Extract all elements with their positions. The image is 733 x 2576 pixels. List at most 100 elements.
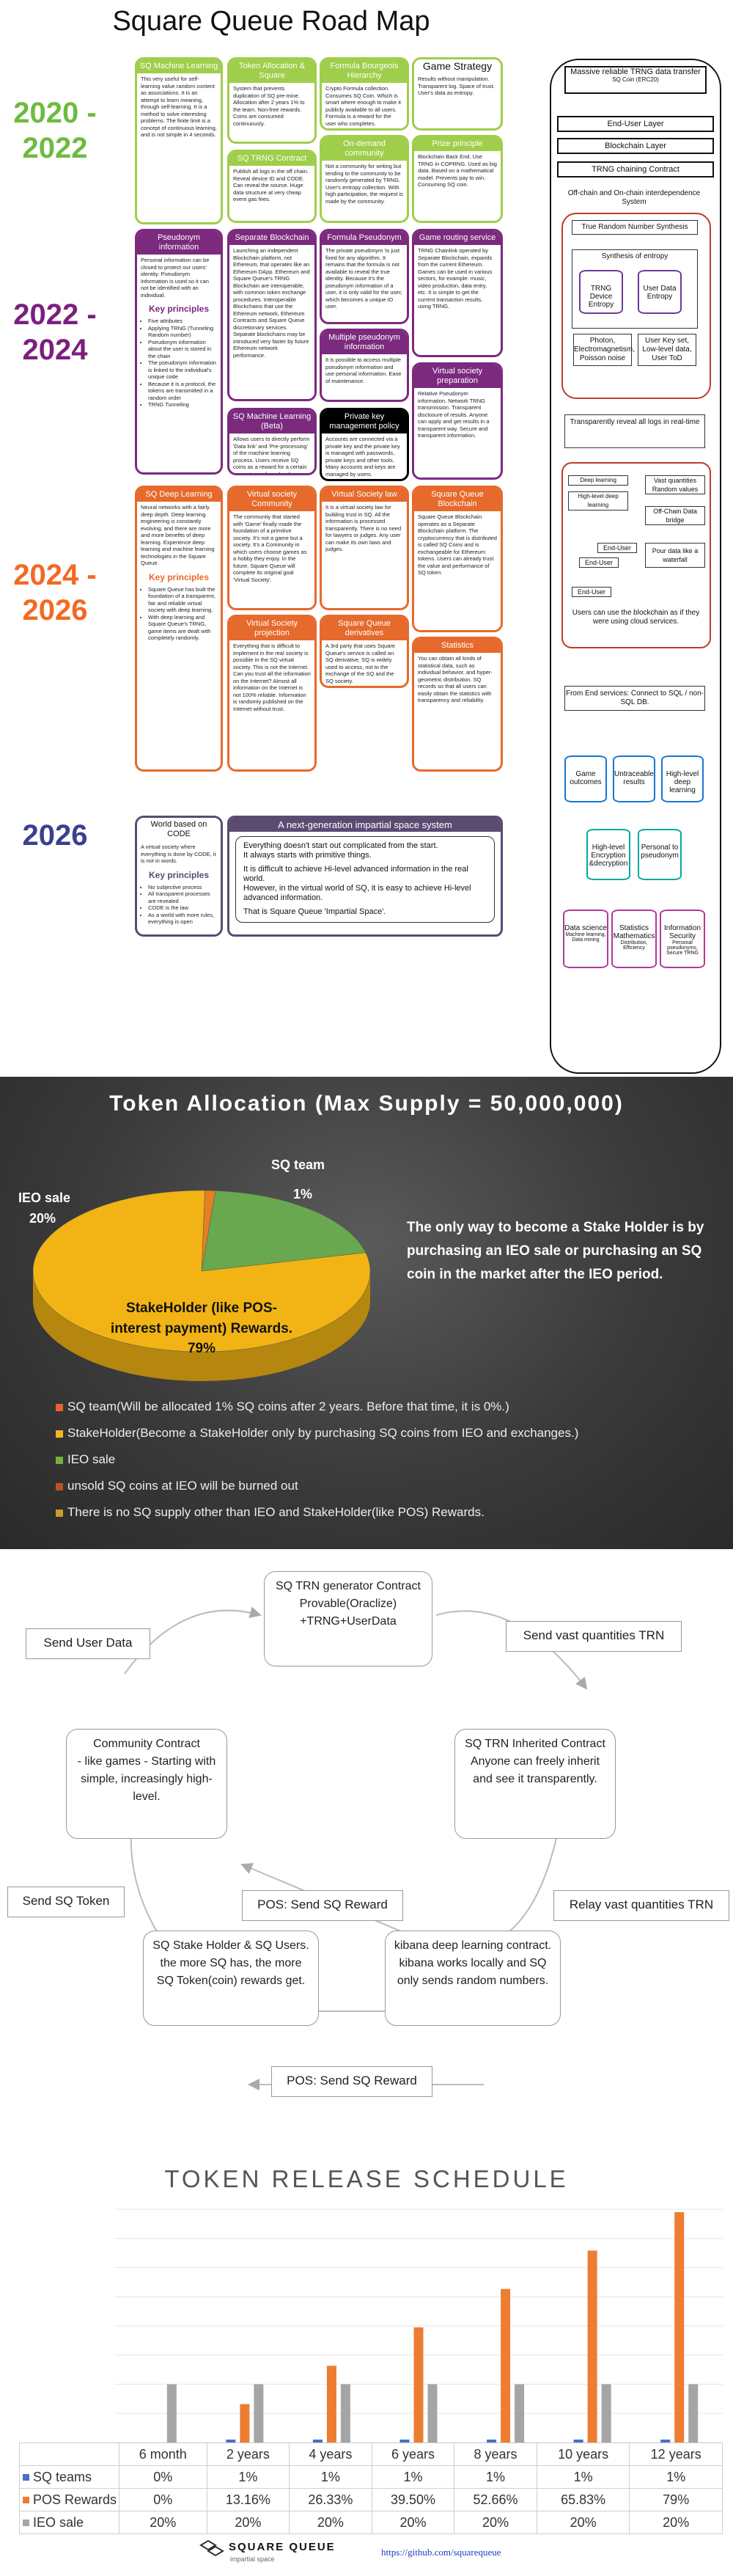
next-gen-line: Everything doesn't start out complicated…: [243, 841, 438, 850]
pie-label-ieo: IEO sale: [18, 1190, 71, 1205]
legend-swatch: [56, 1456, 63, 1464]
card-body: A virtual society where everything is do…: [141, 844, 216, 864]
card-body: TRNG Chainlink operated by Separate Bloc…: [418, 247, 493, 310]
trng-chaining-contract: TRNG chaining Contract: [557, 161, 714, 178]
pie-label-stakeholder: StakeHolder (like POS-interest payment) …: [110, 1300, 293, 1336]
data-cell: 79%: [629, 2488, 723, 2511]
card-token-allocation: Token Allocation & Square System that pr…: [227, 57, 317, 144]
data-cell: 1%: [454, 2465, 537, 2489]
photon-box: Photon, Electromagnetism, Poisson noise: [573, 334, 635, 366]
card-formula-pseudonym: Formula Pseudonym The private pseudonym …: [320, 229, 409, 324]
bar-sq-teams: [312, 2440, 323, 2443]
data-cell: 13.16%: [206, 2488, 290, 2511]
key-principles-title: Key principles: [148, 571, 210, 582]
card-body: It is possible to access multiple pseudo…: [325, 356, 402, 384]
card-body: System that prevents duplication of SQ p…: [233, 85, 305, 127]
card-head: SQ TRNG Contract: [229, 152, 314, 166]
card-body: Crypto Formula collection. Consumes SQ C…: [325, 85, 401, 127]
stat-math-cylinder: Statistics Mathematics Distribution, Eff…: [611, 910, 657, 968]
data-cell: 0%: [119, 2465, 207, 2489]
category-label: 12 years: [629, 2443, 723, 2466]
legend-item: SQ team(Will be allocated 1% SQ coins af…: [56, 1399, 509, 1414]
stack-top-box: Massive reliable TRNG data transfer SQ C…: [564, 66, 707, 94]
roadmap-title: Square Queue Road Map: [112, 6, 430, 37]
end-user-box: End-User: [579, 557, 619, 568]
roadmap-section: Square Queue Road Map 2020 - 2022 2022 -…: [0, 0, 733, 1077]
category-label: 4 years: [289, 2443, 372, 2466]
card-prize-principle: Prize principle Blockchain Back End. Use…: [412, 135, 503, 223]
bar-pos-rewards: [240, 2404, 250, 2443]
data-flow-block: [561, 462, 711, 648]
card-head: Separate Blockchain: [229, 231, 314, 245]
card-formula-bourgeois: Formula Bourgeois Hierarchy Crypto Formu…: [320, 57, 409, 131]
architecture-cylinder: [550, 59, 721, 1074]
card-private-key-policy: Private key management policy Accounts a…: [320, 408, 409, 481]
card-head: Square Queue Blockchain: [414, 488, 501, 511]
card-sq-trng-contract: SQ TRNG Contract Publish all logs in the…: [227, 150, 317, 223]
year-2024-2026: 2024 - 2026: [13, 559, 97, 626]
data-cell: 39.50%: [371, 2488, 455, 2511]
kibana-contract: kibana deep learning contract. kibana wo…: [385, 1931, 561, 2026]
data-cell: 1%: [289, 2465, 372, 2489]
legend-text: unsold SQ coins at IEO will be burned ou…: [67, 1479, 298, 1493]
next-gen-line: It is difficult to achieve Hi-level adva…: [243, 865, 468, 883]
card-head: SQ Machine Learning (Beta): [229, 410, 314, 433]
card-body: This very useful for self-learning value…: [141, 76, 217, 138]
data-cell: 20%: [289, 2511, 372, 2534]
stat-math-sub: Distribution, Efficiency: [620, 940, 648, 951]
bar-ieo-sale: [166, 2384, 177, 2443]
card-body: A 3rd party that uses Square Queue's ser…: [325, 643, 396, 684]
card-body: It is a virtual society law for building…: [325, 504, 402, 552]
logo-mark-icon: [199, 2539, 224, 2557]
end-user-box: End-User: [597, 543, 637, 553]
github-link[interactable]: https://github.com/squarequeue: [381, 2547, 501, 2558]
arrow: [482, 1834, 558, 1948]
card-multiple-pseudonym: Multiple pseudonym information It is pos…: [320, 329, 409, 402]
data-cell: 20%: [454, 2511, 537, 2534]
info-sec-title: Information Security: [663, 924, 701, 940]
user-data-cylinder: User Data Entropy: [638, 270, 682, 314]
data-cell: 20%: [536, 2511, 630, 2534]
card-body: The private pseudonym 'is just fixed for…: [325, 247, 402, 310]
card-body: You can obtain all kinds of statistical …: [418, 655, 493, 703]
token-release-section: TOKEN RELEASE SCHEDULE 6 month 2 years 4…: [0, 2151, 733, 2576]
data-cell: 1%: [206, 2465, 290, 2489]
card-body: Blockchain Back End. Use TRNG in COPRNG.…: [418, 153, 497, 188]
pie-slice-stakeholder: [32, 1190, 371, 1353]
data-cell: 26.33%: [289, 2488, 372, 2511]
kp-item: Square Queue has built the foundation of…: [148, 586, 217, 614]
send-token-label: Send SQ Token: [7, 1887, 125, 1917]
pie-label-team: SQ team: [271, 1157, 325, 1172]
release-bar-chart: [114, 2209, 723, 2443]
offchain-title: Off-chain and On-chain interdependence S…: [567, 189, 701, 206]
card-body: Publish all logs in the off chain. Revea…: [233, 168, 309, 202]
card-head: Square Queue derivatives: [322, 617, 407, 640]
card-head: Formula Bourgeois Hierarchy: [322, 59, 407, 83]
category-label: 2 years: [206, 2443, 290, 2466]
vast-quantities-box: Vast quantities Random values: [645, 475, 705, 494]
bar-sq-teams: [399, 2440, 410, 2443]
card-head: Prize principle: [414, 137, 501, 151]
card-virtual-society-preparation: Virtual society preparation Relative Pse…: [412, 362, 503, 480]
card-on-demand-community: On-demand community Not a community for …: [320, 135, 409, 223]
card-head: Virtual society Community: [229, 488, 314, 511]
true-rng-block: [561, 213, 711, 399]
card-sq-machine-learning: SQ Machine Learning This very useful for…: [135, 57, 223, 224]
card-pseudonym-information: Pseudonym information Personal informati…: [135, 229, 223, 475]
card-head: Statistics: [414, 639, 501, 653]
bar-ieo-sale: [515, 2384, 525, 2443]
bar-sq-teams: [226, 2440, 236, 2443]
synthesis-title: Synthesis of entropy: [601, 252, 668, 260]
kp-item: No subjective process: [148, 884, 217, 891]
stack-top-sub: SQ Coin (ERC20): [612, 76, 659, 83]
card-head: Formula Pseudonym: [322, 231, 407, 245]
legend-swatch: [56, 1430, 63, 1438]
year-2026: 2026: [22, 819, 88, 852]
card-game-routing-service: Game routing service TRNG Chainlink oper…: [412, 229, 503, 357]
card-body: Everything that is difficult to implemen…: [233, 643, 311, 712]
kp-item: All transparent processes are revealed: [148, 890, 217, 904]
pie-pct-stakeholder: 79%: [187, 1341, 216, 1356]
legend-text: SQ team(Will be allocated 1% SQ coins af…: [67, 1399, 509, 1413]
stakeholder-note: The only way to become a Stake Holder is…: [407, 1220, 704, 1282]
data-cell: 20%: [206, 2511, 290, 2534]
